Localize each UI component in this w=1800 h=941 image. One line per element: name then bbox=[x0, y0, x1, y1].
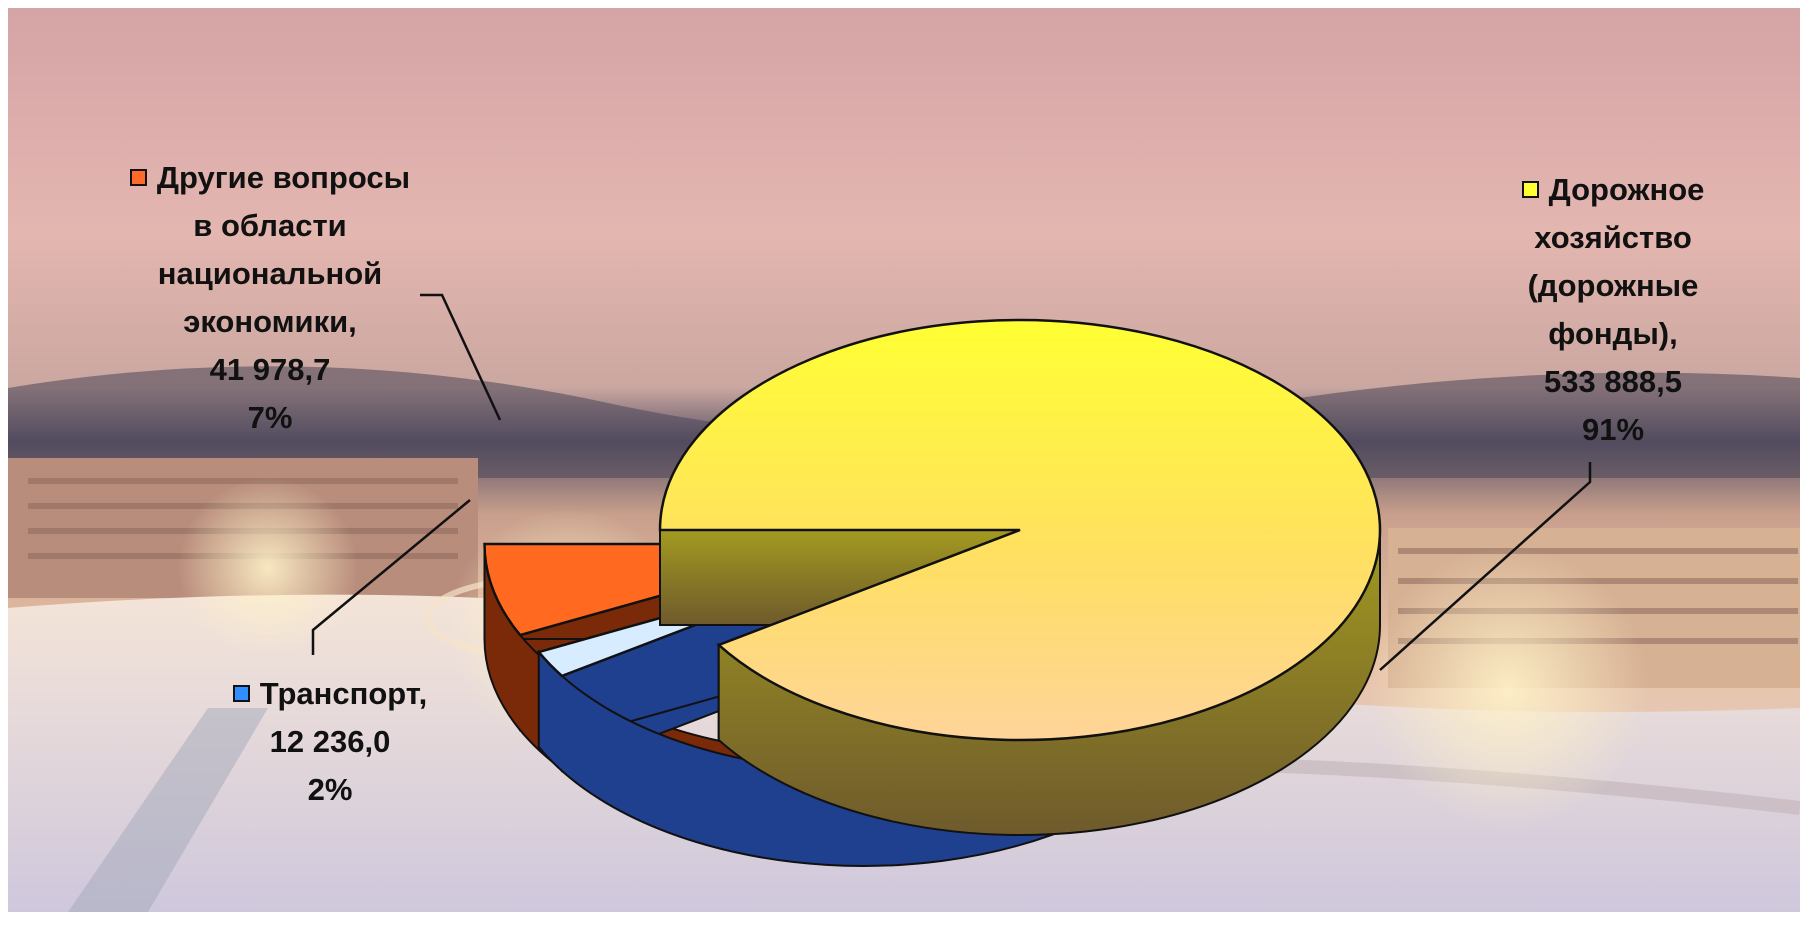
label-roads-value: 533 888,5 bbox=[1544, 363, 1682, 399]
pie-slice-0-top bbox=[658, 318, 1382, 742]
label-roads-line-4: фонды), bbox=[1548, 315, 1678, 351]
label-roads-percent: 91% bbox=[1581, 411, 1645, 447]
label-other: Другие вопросы в области национальной эк… bbox=[60, 152, 480, 442]
label-transport: Транспорт, 12 236,0 2% bbox=[170, 668, 490, 814]
label-transport-line-1: Транспорт, bbox=[259, 675, 428, 711]
label-roads: Дорожное хозяйство (дорожные фонды), 533… bbox=[1458, 164, 1768, 454]
legend-swatch-roads bbox=[1521, 181, 1539, 198]
label-other-line-3: национальной bbox=[157, 255, 383, 291]
label-other-line-2: в области bbox=[193, 207, 347, 243]
label-other-percent: 7% bbox=[247, 399, 293, 435]
label-other-value: 41 978,7 bbox=[209, 351, 331, 387]
leader-line-other bbox=[420, 293, 502, 421]
label-roads-line-3: (дорожные bbox=[1527, 267, 1699, 303]
pie-slice-0 bbox=[658, 318, 1382, 836]
leader-line-transport bbox=[311, 499, 471, 655]
label-other-line-1: Другие вопросы bbox=[156, 159, 411, 195]
legend-swatch-other bbox=[129, 169, 147, 186]
label-other-line-4: экономики, bbox=[183, 303, 357, 339]
leader-line-roads bbox=[1379, 462, 1592, 671]
label-roads-line-1: Дорожное bbox=[1548, 171, 1705, 207]
label-transport-value: 12 236,0 bbox=[269, 723, 391, 759]
label-roads-line-2: хозяйство bbox=[1534, 219, 1692, 255]
legend-swatch-transport bbox=[232, 685, 250, 702]
label-transport-percent: 2% bbox=[307, 771, 353, 807]
